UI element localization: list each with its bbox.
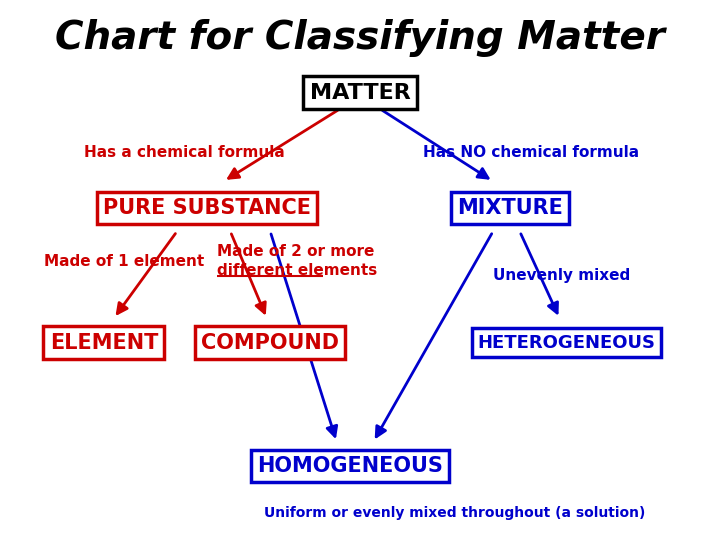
Text: HOMOGENEOUS: HOMOGENEOUS: [257, 456, 443, 476]
Text: Unevenly mixed: Unevenly mixed: [493, 268, 630, 283]
Text: HETEROGENEOUS: HETEROGENEOUS: [477, 334, 655, 352]
Text: Made of 2 or more: Made of 2 or more: [217, 244, 374, 259]
Text: different elements: different elements: [217, 262, 377, 278]
Text: Uniform or evenly mixed throughout (a solution): Uniform or evenly mixed throughout (a so…: [264, 506, 645, 520]
Text: MATTER: MATTER: [310, 83, 410, 103]
Text: MIXTURE: MIXTURE: [456, 198, 562, 218]
Text: Chart for Classifying Matter: Chart for Classifying Matter: [55, 18, 665, 57]
Text: Has NO chemical formula: Has NO chemical formula: [423, 145, 639, 160]
Text: Made of 1 element: Made of 1 element: [44, 254, 204, 269]
Text: Has a chemical formula: Has a chemical formula: [84, 145, 284, 160]
Text: COMPOUND: COMPOUND: [201, 333, 339, 353]
Text: ELEMENT: ELEMENT: [50, 333, 158, 353]
Text: PURE SUBSTANCE: PURE SUBSTANCE: [103, 198, 311, 218]
